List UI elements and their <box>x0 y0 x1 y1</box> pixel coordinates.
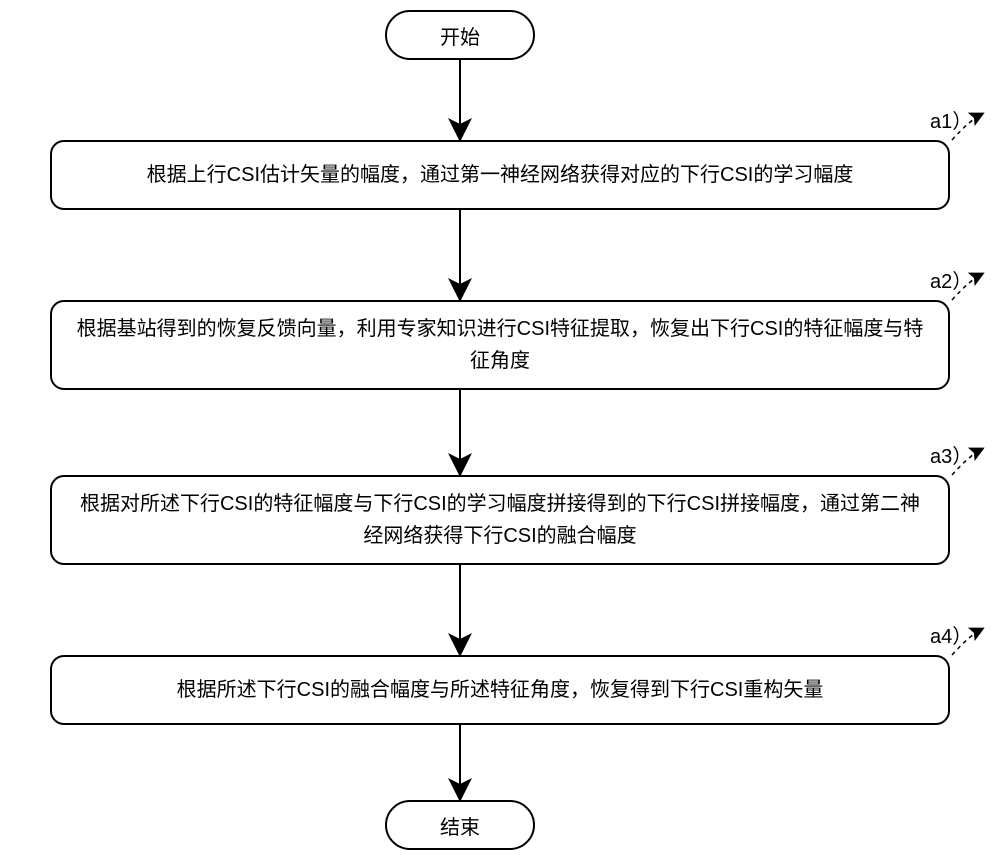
start-terminator: 开始 <box>385 10 535 60</box>
process-a4-text: 根据所述下行CSI的融合幅度与所述特征角度，恢复得到下行CSI重构矢量 <box>177 674 824 706</box>
start-label: 开始 <box>440 21 480 50</box>
process-a1-text: 根据上行CSI估计矢量的幅度，通过第一神经网络获得对应的下行CSI的学习幅度 <box>147 159 854 191</box>
annot-a3: a3） <box>930 440 972 469</box>
process-a2-text: 根据基站得到的恢复反馈向量，利用专家知识进行CSI特征提取，恢复出下行CSI的特… <box>70 313 930 377</box>
end-label: 结束 <box>440 811 480 840</box>
flowchart-canvas: 开始 根据上行CSI估计矢量的幅度，通过第一神经网络获得对应的下行CSI的学习幅… <box>0 0 1000 868</box>
process-a3: 根据对所述下行CSI的特征幅度与下行CSI的学习幅度拼接得到的下行CSI拼接幅度… <box>50 475 950 565</box>
annot-a4: a4） <box>930 620 972 649</box>
annot-a2: a2） <box>930 265 972 294</box>
process-a1: 根据上行CSI估计矢量的幅度，通过第一神经网络获得对应的下行CSI的学习幅度 <box>50 140 950 210</box>
process-a4: 根据所述下行CSI的融合幅度与所述特征角度，恢复得到下行CSI重构矢量 <box>50 655 950 725</box>
process-a2: 根据基站得到的恢复反馈向量，利用专家知识进行CSI特征提取，恢复出下行CSI的特… <box>50 300 950 390</box>
end-terminator: 结束 <box>385 800 535 850</box>
connectors-overlay <box>0 0 1000 868</box>
annot-a1: a1） <box>930 105 972 134</box>
process-a3-text: 根据对所述下行CSI的特征幅度与下行CSI的学习幅度拼接得到的下行CSI拼接幅度… <box>70 488 930 552</box>
